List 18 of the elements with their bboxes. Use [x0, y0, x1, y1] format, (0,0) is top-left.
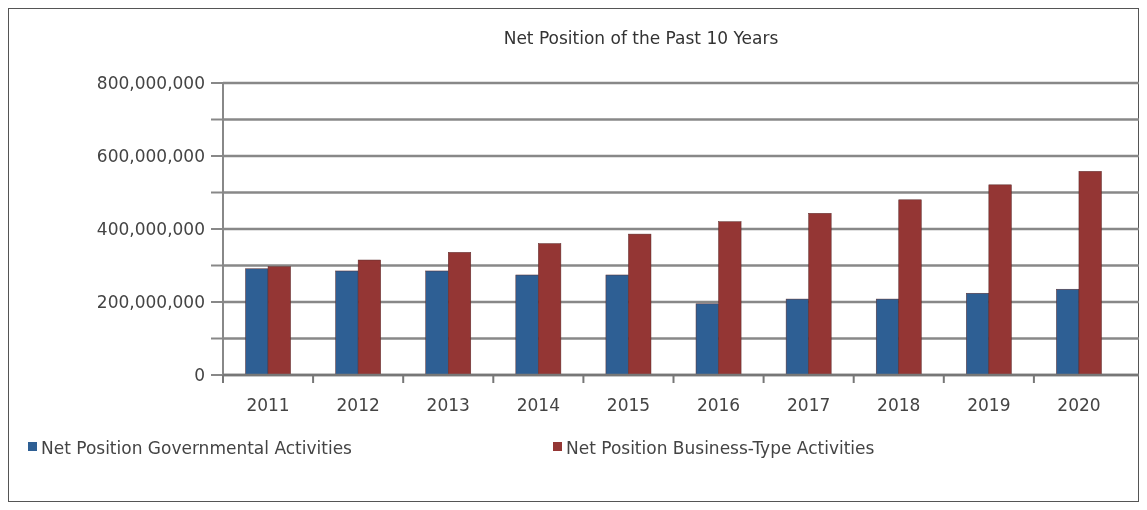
y-tick-label: 0: [194, 364, 205, 385]
legend-label: Net Position Governmental Activities: [41, 437, 353, 458]
x-tick-label: 2020: [1057, 395, 1101, 415]
x-tick-label: 2012: [336, 395, 380, 415]
x-tick-label: 2014: [516, 395, 560, 415]
x-tick-label: 2019: [967, 395, 1011, 415]
y-tick-label: 800,000,000: [96, 72, 205, 93]
y-tick-label: 600,000,000: [96, 145, 205, 166]
x-tick-label: 2018: [877, 395, 921, 415]
x-tick-label: 2013: [426, 395, 470, 415]
x-tick-label: 2015: [606, 395, 651, 415]
y-tick-label: 200,000,000: [96, 291, 205, 312]
legend-label: Net Position Business-Type Activities: [566, 437, 875, 458]
y-tick-label: 400,000,000: [96, 218, 205, 239]
x-tick-label: 2017: [787, 395, 831, 415]
x-tick-label: 2016: [696, 395, 741, 415]
chart-title: Net Position of the Past 10 Years: [503, 28, 779, 48]
x-tick-label: 2011: [246, 395, 290, 415]
